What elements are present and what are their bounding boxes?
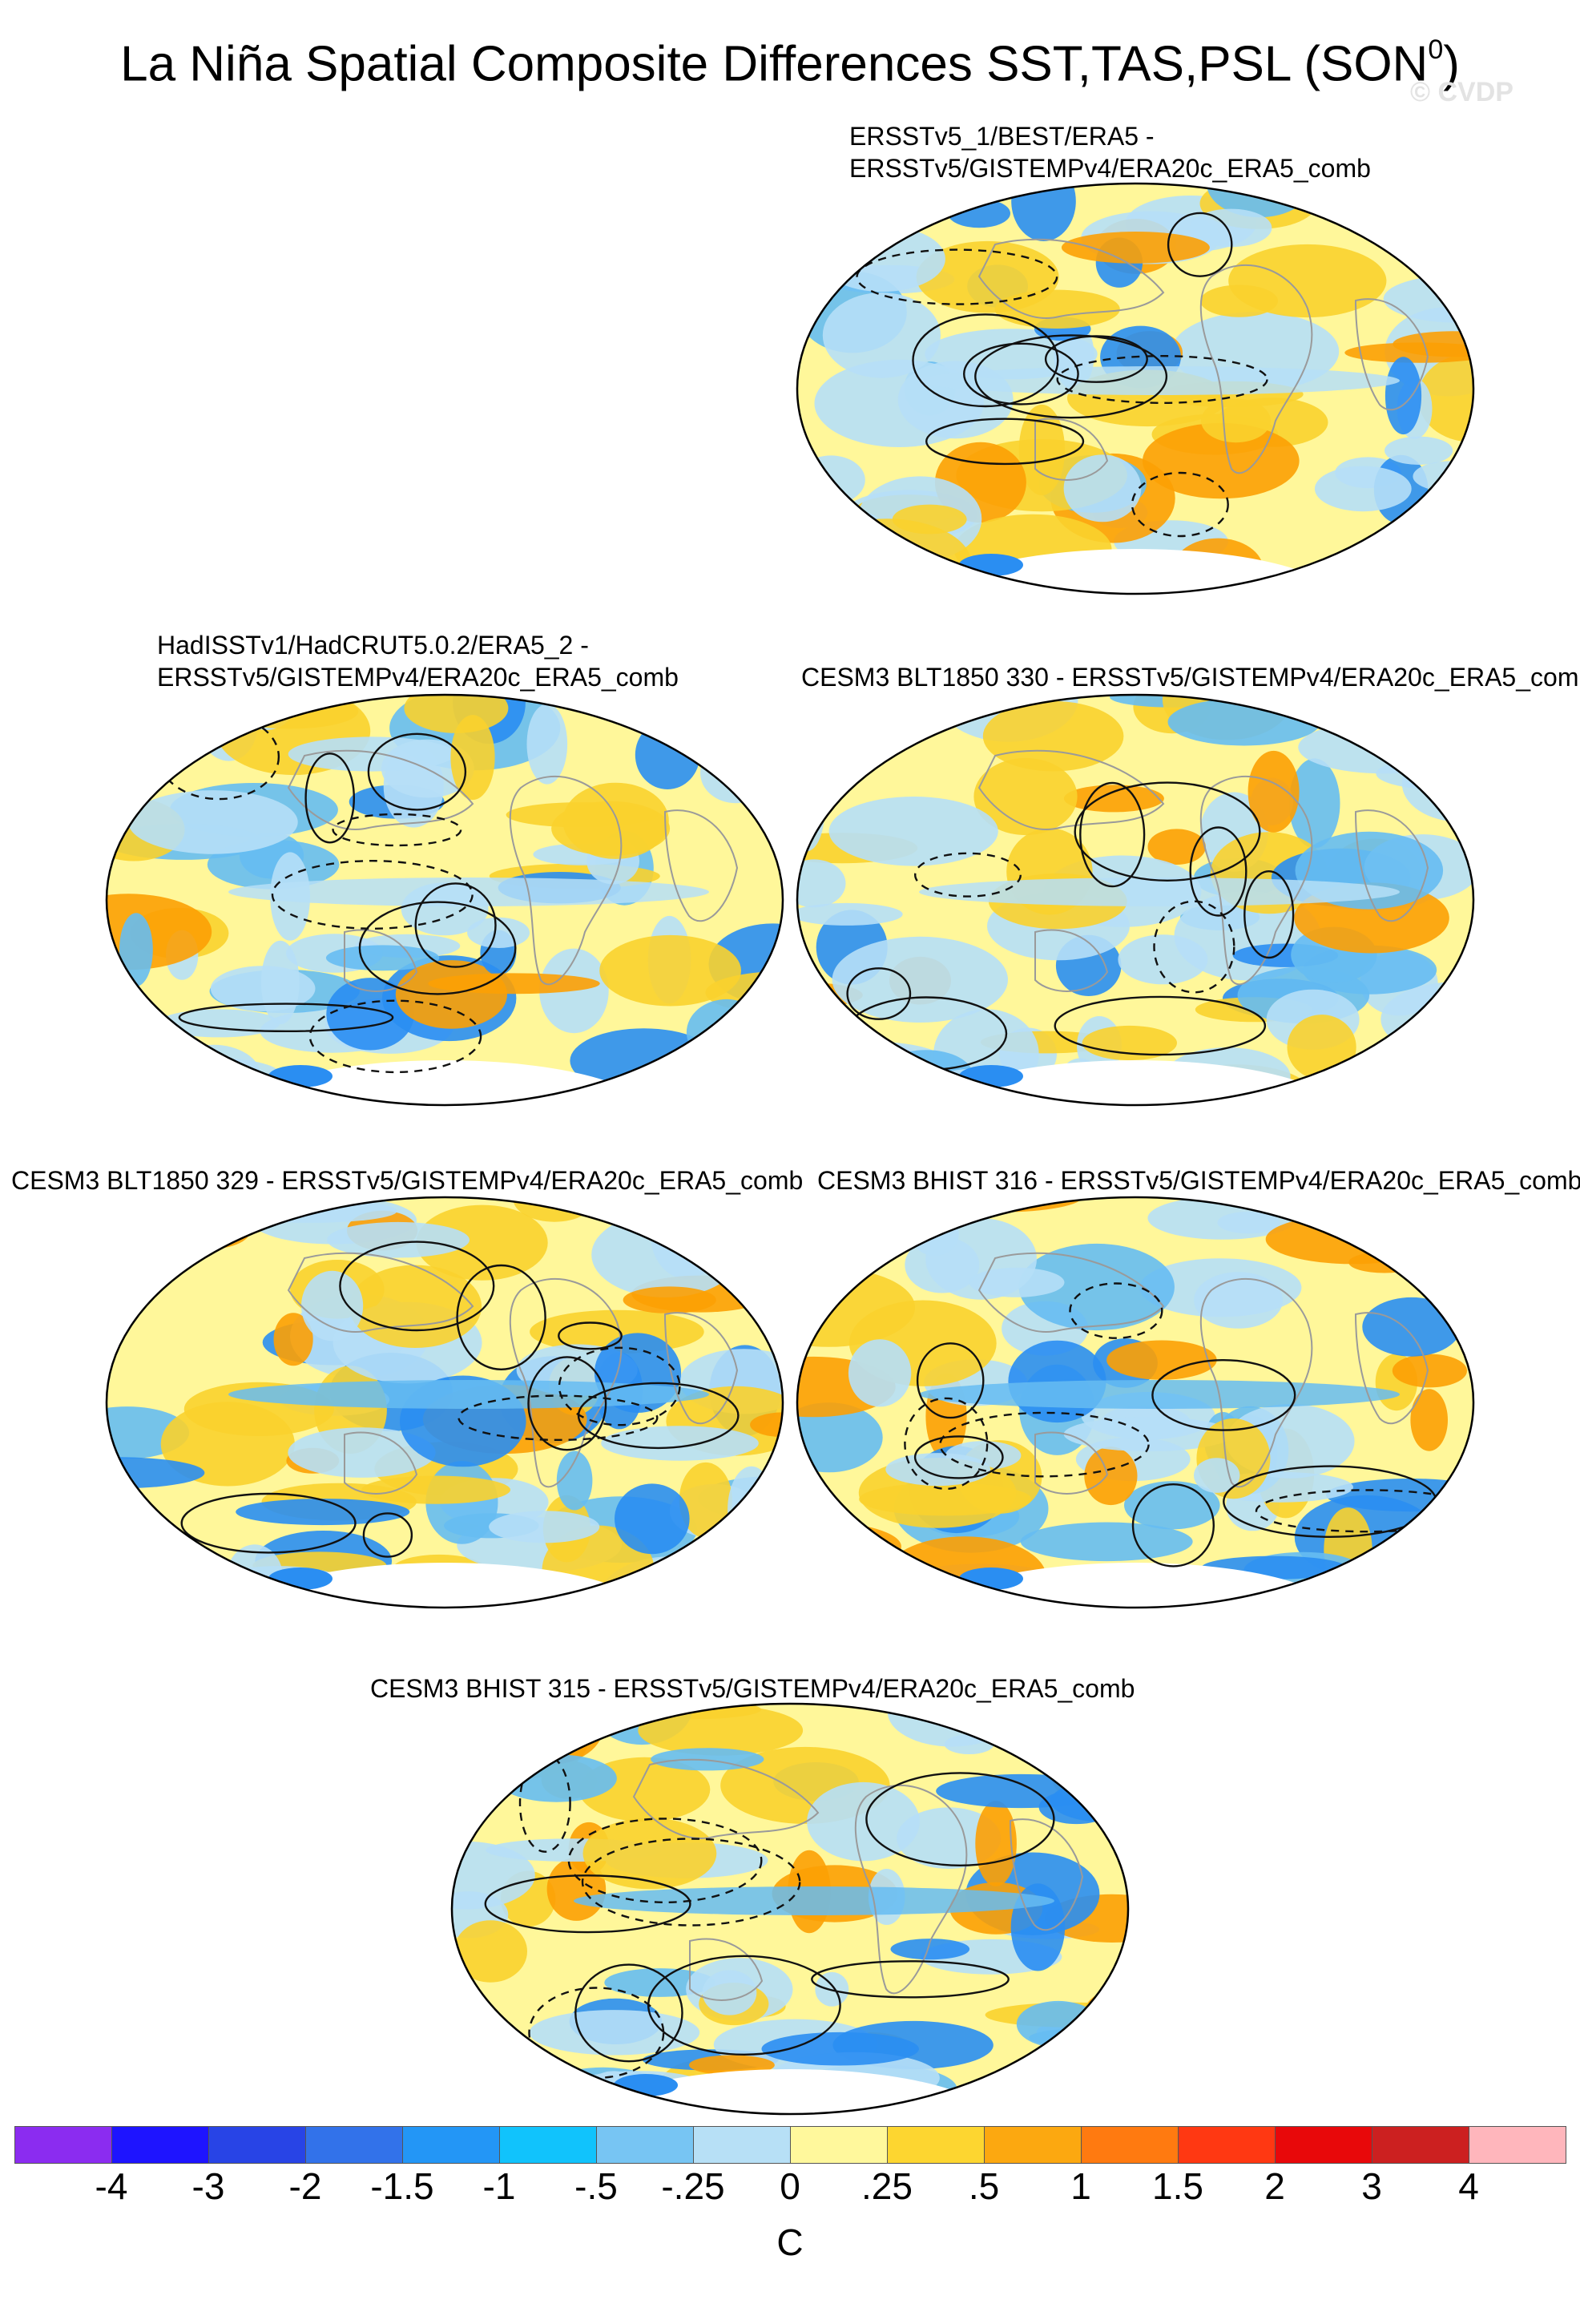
- colorbar-tick-label: -1: [482, 2165, 516, 2207]
- map-svg: [796, 693, 1475, 1107]
- colorbar-box: [14, 2126, 112, 2164]
- colorbar-box: [111, 2126, 209, 2164]
- map-panel-2: [104, 692, 785, 1108]
- panel-title-2: HadISSTv1/HadCRUT5.0.2/ERA5_2 - ERSSTv5/G…: [157, 631, 679, 692]
- figure-title: La Niña Spatial Composite Differences SS…: [120, 34, 1460, 92]
- colorbar-units: C: [776, 2221, 804, 2263]
- map-panel-1: [795, 180, 1476, 597]
- colorbar-tick-label: .5: [968, 2165, 1000, 2207]
- colorbar-tick-label: -3: [191, 2165, 225, 2207]
- colorbar-tick-label: 4: [1458, 2165, 1479, 2207]
- colorbar-box: [499, 2126, 597, 2164]
- cvdp-watermark: © CVDP: [1410, 77, 1513, 107]
- panel-title-5: CESM3 BHIST 316 - ERSSTv5/GISTEMPv4/ERA2…: [817, 1166, 1580, 1195]
- colorbar-tick-label: 0: [780, 2165, 800, 2207]
- map-svg: [105, 1196, 784, 1609]
- colorbar-box: [790, 2126, 888, 2164]
- map-panel-5: [795, 1194, 1476, 1611]
- map-svg: [796, 1196, 1475, 1609]
- colorbar-tick-label: -.5: [574, 2165, 618, 2207]
- colorbar-box: [1081, 2126, 1179, 2164]
- colorbar-tick-label: -4: [95, 2165, 128, 2207]
- colorbar-tick-label: 1: [1070, 2165, 1091, 2207]
- colorbar-box: [596, 2126, 694, 2164]
- panel-title-3: CESM3 BLT1850 330 - ERSSTv5/GISTEMPv4/ER…: [801, 663, 1580, 692]
- colorbar-box: [1275, 2126, 1372, 2164]
- colorbar-tick-label: 3: [1361, 2165, 1382, 2207]
- colorbar-box: [1469, 2126, 1566, 2164]
- map-svg: [105, 693, 784, 1107]
- colorbar-box: [693, 2126, 791, 2164]
- colorbar-box: [984, 2126, 1082, 2164]
- colorbar-box: [402, 2126, 500, 2164]
- map-panel-6: [449, 1701, 1131, 2117]
- colorbar-tick-label: -1.5: [370, 2165, 434, 2207]
- colorbar-box: [1372, 2126, 1469, 2164]
- colorbar-tick-label: .25: [861, 2165, 913, 2207]
- panel-title-6: CESM3 BHIST 315 - ERSSTv5/GISTEMPv4/ERA2…: [370, 1674, 1135, 1703]
- colorbar-tick-label: -.25: [661, 2165, 725, 2207]
- panel-title-4: CESM3 BLT1850 329 - ERSSTv5/GISTEMPv4/ER…: [11, 1166, 804, 1195]
- colorbar-box: [208, 2126, 306, 2164]
- colorbar-box: [1178, 2126, 1276, 2164]
- map-svg: [796, 182, 1475, 595]
- panel-title-1: ERSSTv5_1/BEST/ERA5 - ERSSTv5/GISTEMPv4/E…: [849, 122, 1371, 183]
- colorbar-tick-label: 1.5: [1152, 2165, 1203, 2207]
- colorbar-box: [305, 2126, 403, 2164]
- map-svg: [450, 1702, 1130, 2116]
- map-panel-4: [104, 1194, 785, 1611]
- map-panel-3: [795, 692, 1476, 1108]
- colorbar-tick-label: -2: [288, 2165, 322, 2207]
- colorbar-tick-label: 2: [1264, 2165, 1285, 2207]
- colorbar-box: [887, 2126, 985, 2164]
